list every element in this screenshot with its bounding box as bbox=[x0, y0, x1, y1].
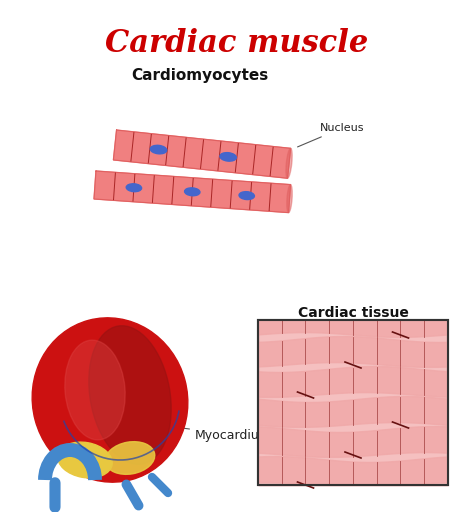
Ellipse shape bbox=[65, 340, 125, 440]
Text: Nucleus: Nucleus bbox=[298, 123, 365, 147]
Bar bbox=[258, 320, 448, 485]
Polygon shape bbox=[258, 396, 448, 428]
Polygon shape bbox=[258, 320, 448, 337]
Polygon shape bbox=[258, 367, 448, 397]
Ellipse shape bbox=[220, 153, 237, 161]
Text: Cardiac tissue: Cardiac tissue bbox=[298, 306, 409, 320]
FancyArrowPatch shape bbox=[152, 477, 168, 493]
Polygon shape bbox=[113, 130, 291, 178]
Ellipse shape bbox=[32, 318, 188, 482]
FancyArrowPatch shape bbox=[127, 484, 138, 505]
Ellipse shape bbox=[239, 191, 255, 200]
Text: Cardiomyocytes: Cardiomyocytes bbox=[131, 68, 269, 83]
Polygon shape bbox=[258, 457, 448, 485]
Text: Cardiac muscle: Cardiac muscle bbox=[105, 28, 369, 59]
Ellipse shape bbox=[150, 145, 167, 154]
Ellipse shape bbox=[89, 326, 171, 464]
Text: Myocardium: Myocardium bbox=[163, 425, 272, 441]
Ellipse shape bbox=[286, 148, 292, 178]
Ellipse shape bbox=[184, 188, 200, 196]
Polygon shape bbox=[258, 336, 448, 368]
Polygon shape bbox=[94, 171, 291, 212]
Ellipse shape bbox=[105, 442, 155, 474]
Ellipse shape bbox=[58, 442, 112, 478]
Ellipse shape bbox=[126, 184, 142, 191]
Bar bbox=[258, 320, 448, 485]
Ellipse shape bbox=[287, 185, 292, 212]
Polygon shape bbox=[258, 426, 448, 457]
